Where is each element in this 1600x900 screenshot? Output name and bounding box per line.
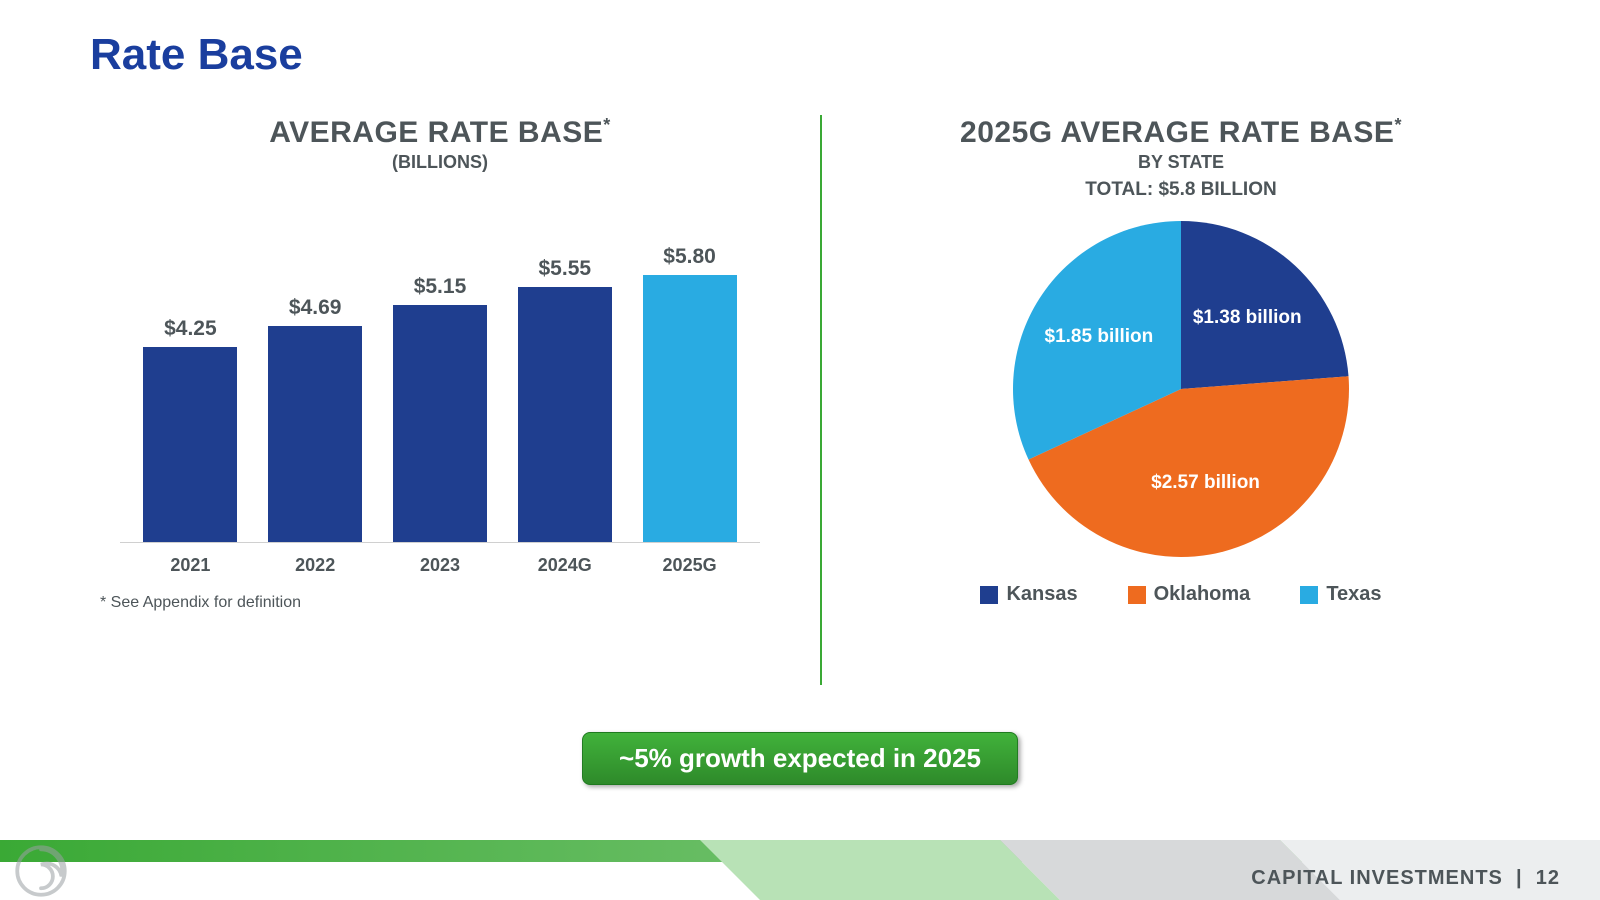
pie-chart-panel: 2025G AVERAGE RATE BASE* BY STATE TOTAL:… xyxy=(852,115,1510,685)
pie-chart-title: 2025G AVERAGE RATE BASE* xyxy=(960,115,1402,150)
legend-item: Kansas xyxy=(980,583,1077,606)
growth-callout: ~5% growth expected in 2025 xyxy=(582,732,1018,785)
bar-chart-title: AVERAGE RATE BASE* xyxy=(269,115,611,150)
legend-swatch xyxy=(980,586,998,604)
legend-item: Oklahoma xyxy=(1128,583,1251,606)
pie-chart-svg xyxy=(1011,219,1351,559)
bar-category-label: 2024G xyxy=(513,555,617,576)
panel-divider xyxy=(820,115,822,685)
slide-title: Rate Base xyxy=(90,30,303,80)
bar-chart-plot-area: $4.25 $4.69 $5.15 $5.55 $5.80 xyxy=(120,243,760,543)
pie-slice-label: $2.57 billion xyxy=(1151,472,1260,494)
bar xyxy=(143,347,237,543)
bar-chart: $4.25$4.69$5.15$5.55$5.80 20212022202320… xyxy=(120,243,760,576)
legend-label: Oklahoma xyxy=(1154,583,1251,606)
pie-chart-legend: Kansas Oklahoma Texas xyxy=(980,583,1381,606)
bar-value-label: $5.15 xyxy=(414,275,467,299)
bar-chart-panel: AVERAGE RATE BASE* (BILLIONS) $4.25 $4.69… xyxy=(90,115,790,685)
bar-value-label: $5.55 xyxy=(539,257,592,281)
legend-item: Texas xyxy=(1300,583,1381,606)
legend-label: Kansas xyxy=(1006,583,1077,606)
bar xyxy=(518,287,612,542)
bar-category-label: 2023 xyxy=(388,555,492,576)
bar-value-label: $5.80 xyxy=(663,245,716,269)
bar-category-label: 2022 xyxy=(263,555,367,576)
pie-chart-total: TOTAL: $5.8 BILLION xyxy=(1085,179,1276,201)
footer-separator: | xyxy=(1516,867,1523,889)
company-logo-icon xyxy=(14,844,68,898)
bar-group: $5.80 xyxy=(638,245,742,542)
footer-text: CAPITAL INVESTMENTS | 12 xyxy=(1251,867,1560,890)
bar-group: $5.55 xyxy=(513,257,617,542)
pie-slice xyxy=(1181,221,1349,389)
bar xyxy=(268,326,362,542)
bar-category-label: 2025G xyxy=(638,555,742,576)
bar-group: $4.69 xyxy=(263,296,367,542)
pie-slice-label: $1.38 billion xyxy=(1193,307,1302,329)
bar-group: $4.25 xyxy=(138,317,242,543)
bar-chart-title-asterisk: * xyxy=(603,115,611,135)
bar-group: $5.15 xyxy=(388,275,492,542)
pie-chart-title-asterisk: * xyxy=(1394,115,1402,135)
bar-chart-footnote: * See Appendix for definition xyxy=(100,594,301,612)
bar-chart-title-text: AVERAGE RATE BASE xyxy=(269,116,603,149)
bar xyxy=(393,305,487,542)
bar xyxy=(643,275,737,542)
bar-value-label: $4.69 xyxy=(289,296,342,320)
pie-chart: $1.38 billion $2.57 billion $1.85 billion xyxy=(1011,219,1351,559)
bar-chart-subtitle: (BILLIONS) xyxy=(392,152,488,173)
footer-section-label: CAPITAL INVESTMENTS xyxy=(1251,867,1503,889)
content-area: AVERAGE RATE BASE* (BILLIONS) $4.25$4.69… xyxy=(90,115,1510,685)
legend-swatch xyxy=(1300,586,1318,604)
slide-footer: CAPITAL INVESTMENTS | 12 xyxy=(0,840,1600,900)
legend-label: Texas xyxy=(1326,583,1381,606)
pie-slice-label: $1.85 billion xyxy=(1045,326,1154,348)
bar-category-label: 2021 xyxy=(138,555,242,576)
bar-chart-category-row: 2021 2022 2023 2024G 2025G xyxy=(120,555,760,576)
footer-chevron-1 xyxy=(700,840,1060,900)
pie-chart-subtitle: BY STATE xyxy=(1138,152,1224,173)
pie-chart-title-text: 2025G AVERAGE RATE BASE xyxy=(960,116,1394,149)
legend-swatch xyxy=(1128,586,1146,604)
footer-page-number: 12 xyxy=(1536,867,1560,889)
bar-value-label: $4.25 xyxy=(164,317,217,341)
